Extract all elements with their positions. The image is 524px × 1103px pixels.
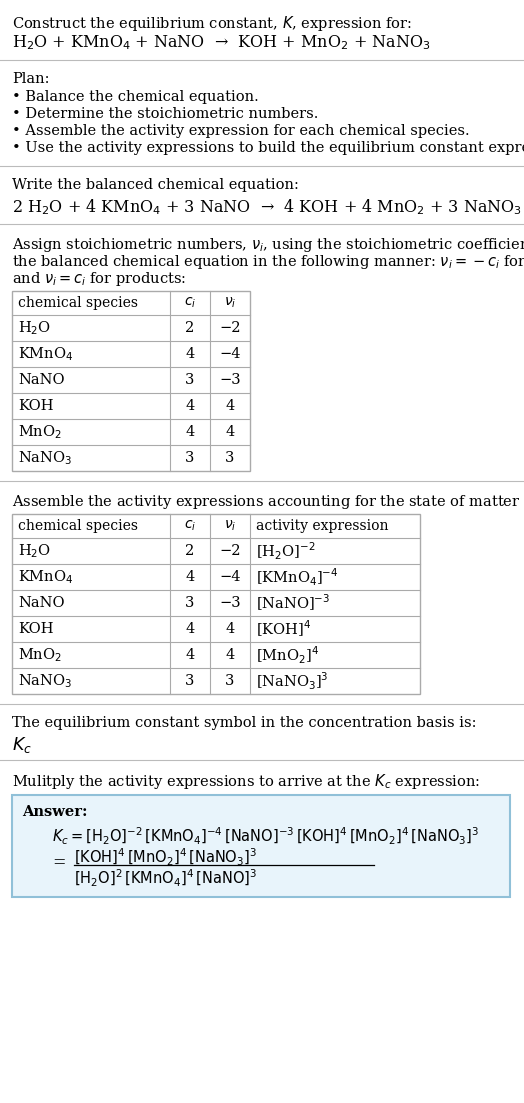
Text: [MnO$_2$]$^4$: [MnO$_2$]$^4$ [256,644,319,666]
Text: $K_c = [\mathrm{H_2O}]^{-2}\,[\mathrm{KMnO_4}]^{-4}\,[\mathrm{NaNO}]^{-3}\,[\mat: $K_c = [\mathrm{H_2O}]^{-2}\,[\mathrm{KM… [52,826,479,847]
Text: 4: 4 [185,647,194,662]
Bar [12,291,250,471]
Text: −2: −2 [219,544,241,558]
Bar [12,795,510,897]
Text: Answer:: Answer: [22,805,88,820]
Text: 4: 4 [225,647,235,662]
Text: $\nu_i$: $\nu_i$ [224,518,236,533]
Text: 4: 4 [225,399,235,413]
Text: • Assemble the activity expression for each chemical species.: • Assemble the activity expression for e… [12,124,470,138]
Text: NaNO$_3$: NaNO$_3$ [18,672,72,689]
Text: Construct the equilibrium constant, $K$, expression for:: Construct the equilibrium constant, $K$,… [12,14,412,33]
Text: Mulitply the activity expressions to arrive at the $K_c$ expression:: Mulitply the activity expressions to arr… [12,772,480,791]
Text: [KOH]$^4$: [KOH]$^4$ [256,619,311,640]
Text: [H$_2$O]$^{-2}$: [H$_2$O]$^{-2}$ [256,540,315,561]
Text: $c_i$: $c_i$ [184,518,196,533]
Text: KMnO$_4$: KMnO$_4$ [18,345,73,363]
Text: Assign stoichiometric numbers, $\nu_i$, using the stoichiometric coefficients, $: Assign stoichiometric numbers, $\nu_i$, … [12,236,524,254]
Text: 3: 3 [225,451,235,465]
Text: 2: 2 [185,544,194,558]
Bar [12,514,420,694]
Text: 4: 4 [185,570,194,583]
Text: [NaNO]$^{-3}$: [NaNO]$^{-3}$ [256,592,330,613]
Text: 4: 4 [225,425,235,439]
Text: KMnO$_4$: KMnO$_4$ [18,568,73,586]
Text: 4: 4 [185,622,194,636]
Text: $c_i$: $c_i$ [184,296,196,310]
Text: The equilibrium constant symbol in the concentration basis is:: The equilibrium constant symbol in the c… [12,716,476,730]
Text: MnO$_2$: MnO$_2$ [18,646,62,664]
Text: the balanced chemical equation in the following manner: $\nu_i = -c_i$ for react: the balanced chemical equation in the fo… [12,253,524,271]
Text: NaNO$_3$: NaNO$_3$ [18,449,72,467]
Text: chemical species: chemical species [18,520,138,533]
Text: 3: 3 [225,674,235,688]
Text: −4: −4 [219,570,241,583]
Text: $\nu_i$: $\nu_i$ [224,296,236,310]
Text: 3: 3 [185,373,195,387]
Text: H$_2$O + KMnO$_4$ + NaNO  →  KOH + MnO$_2$ + NaNO$_3$: H$_2$O + KMnO$_4$ + NaNO → KOH + MnO$_2$… [12,33,431,52]
Text: 4: 4 [185,347,194,361]
Text: H$_2$O: H$_2$O [18,319,51,336]
Text: Write the balanced chemical equation:: Write the balanced chemical equation: [12,178,299,192]
Text: • Use the activity expressions to build the equilibrium constant expression.: • Use the activity expressions to build … [12,141,524,156]
Text: [NaNO$_3$]$^3$: [NaNO$_3$]$^3$ [256,671,329,692]
Text: −3: −3 [219,596,241,610]
Text: $[\mathrm{KOH}]^4\,[\mathrm{MnO_2}]^4\,[\mathrm{NaNO_3}]^3$: $[\mathrm{KOH}]^4\,[\mathrm{MnO_2}]^4\,[… [74,847,257,868]
Text: • Balance the chemical equation.: • Balance the chemical equation. [12,90,259,104]
Text: NaNO: NaNO [18,373,64,387]
Text: 3: 3 [185,674,195,688]
Text: MnO$_2$: MnO$_2$ [18,424,62,441]
Text: • Determine the stoichiometric numbers.: • Determine the stoichiometric numbers. [12,107,319,121]
Text: KOH: KOH [18,622,53,636]
Text: −2: −2 [219,321,241,335]
Text: 4: 4 [185,399,194,413]
Text: H$_2$O: H$_2$O [18,543,51,560]
Text: 4: 4 [225,622,235,636]
Text: and $\nu_i = c_i$ for products:: and $\nu_i = c_i$ for products: [12,270,187,288]
Text: 4: 4 [185,425,194,439]
Text: =: = [52,855,66,871]
Text: 2 H$_2$O + 4 KMnO$_4$ + 3 NaNO  →  4 KOH + 4 MnO$_2$ + 3 NaNO$_3$: 2 H$_2$O + 4 KMnO$_4$ + 3 NaNO → 4 KOH +… [12,197,522,216]
Text: [KMnO$_4$]$^{-4}$: [KMnO$_4$]$^{-4}$ [256,566,339,588]
Text: chemical species: chemical species [18,296,138,310]
Text: $K_c$: $K_c$ [12,735,32,754]
Text: activity expression: activity expression [256,520,388,533]
Text: Assemble the activity expressions accounting for the state of matter and $\nu_i$: Assemble the activity expressions accoun… [12,493,524,511]
Text: 2: 2 [185,321,194,335]
Text: KOH: KOH [18,399,53,413]
Text: −3: −3 [219,373,241,387]
Text: 3: 3 [185,596,195,610]
Text: 3: 3 [185,451,195,465]
Text: Plan:: Plan: [12,72,49,86]
Text: −4: −4 [219,347,241,361]
Text: $[\mathrm{H_2O}]^2\,[\mathrm{KMnO_4}]^4\,[\mathrm{NaNO}]^3$: $[\mathrm{H_2O}]^2\,[\mathrm{KMnO_4}]^4\… [74,868,257,889]
Text: NaNO: NaNO [18,596,64,610]
